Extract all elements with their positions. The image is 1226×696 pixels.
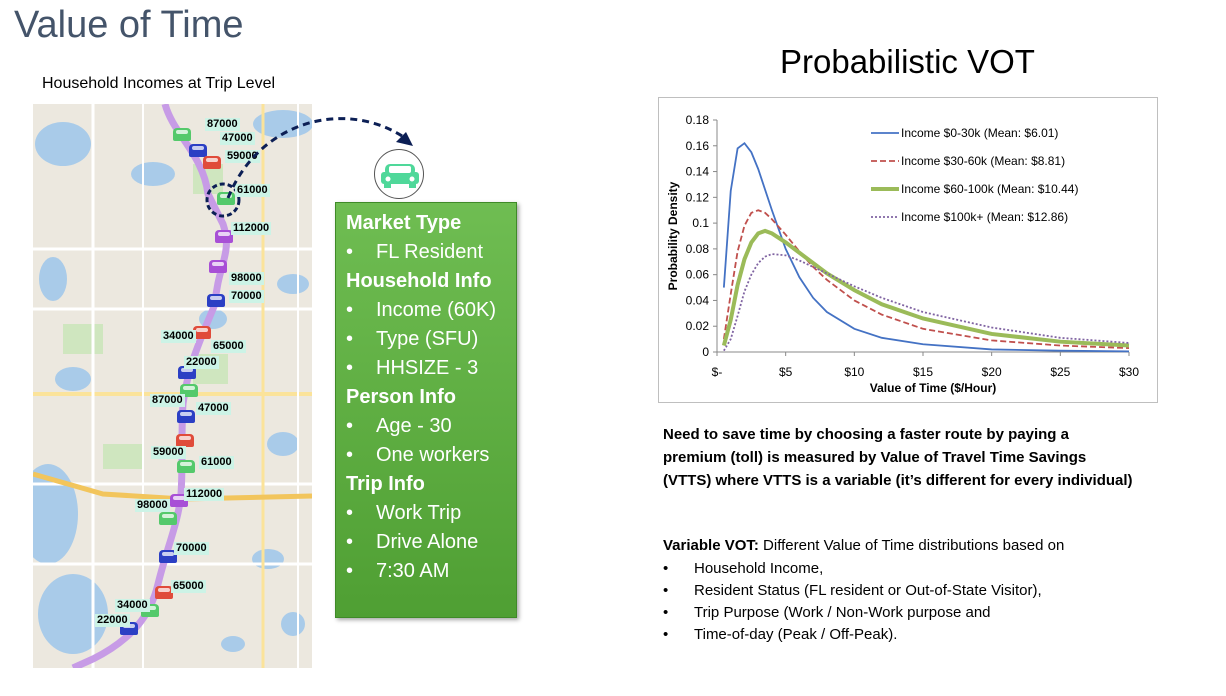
income-label: 112000	[231, 222, 272, 235]
income-label: 59000	[225, 150, 260, 163]
x-tick-label: $5	[779, 365, 793, 379]
income-label: 47000	[220, 132, 255, 145]
car-marker	[209, 260, 227, 273]
variable-vot-heading: Variable VOT: Different Value of Time di…	[663, 535, 1064, 557]
income-label: 98000	[229, 272, 264, 285]
income-label: 47000	[196, 402, 231, 415]
car-marker	[215, 230, 233, 243]
car-marker	[155, 586, 173, 599]
variable-vot-item: Household Income,	[663, 558, 1042, 580]
info-item: Age - 30	[346, 412, 516, 441]
info-section-header: Market Type	[346, 212, 462, 234]
x-tick-label: $15	[913, 365, 933, 379]
description-text: Need to save time by choosing a faster r…	[663, 426, 1133, 489]
chart-frame: 0 0.02 0.04 0.06 0.08 0.1 0.12 0.14 0.16 0.18 $- $5…	[658, 97, 1158, 403]
variable-vot-list: Household Income,Resident Status (FL res…	[663, 558, 1042, 646]
car-marker	[177, 410, 195, 423]
y-tick-label: 0.1	[692, 216, 709, 230]
info-item: Drive Alone	[346, 528, 516, 557]
trip-info-box: Market Type FL Resident Household Info Inco…	[335, 202, 517, 618]
car-marker	[178, 366, 196, 379]
y-axis-label: Probability Density	[666, 181, 680, 290]
car-marker	[207, 294, 225, 307]
legend-label: Income $100k+ (Mean: $12.86)	[901, 210, 1068, 224]
info-section-header: Household Info	[346, 270, 492, 292]
y-tick-label: 0.16	[686, 139, 710, 153]
route-map: 87000 47000 59000 61000 112000 98000 70000 3400…	[33, 104, 312, 668]
car-icon	[374, 149, 424, 199]
income-label: 98000	[135, 499, 170, 512]
vot-chart: 0 0.02 0.04 0.06 0.08 0.1 0.12 0.14 0.16 0.18 $- $5…	[666, 113, 1139, 395]
series-line	[722, 141, 1130, 353]
y-tick-label: 0.02	[686, 319, 710, 333]
car-marker	[176, 434, 194, 447]
income-label: 65000	[171, 580, 206, 593]
income-label: 65000	[211, 340, 246, 353]
x-axis-label: Value of Time ($/Hour)	[870, 381, 996, 395]
info-item: FL Resident	[346, 238, 516, 267]
y-tick-label: 0	[702, 345, 709, 359]
car-marker	[193, 326, 211, 339]
car-marker	[189, 144, 207, 157]
x-tick-label: $30	[1119, 365, 1139, 379]
variable-vot-item: Time-of-day (Peak / Off-Peak).	[663, 624, 1042, 646]
map-background	[33, 104, 312, 668]
map-caption: Household Incomes at Trip Level	[42, 75, 276, 92]
income-label: 87000	[205, 118, 240, 131]
car-marker	[177, 460, 195, 473]
y-tick-label: 0.18	[686, 113, 710, 127]
y-tick-label: 0.14	[686, 165, 710, 179]
x-tick-label: $-	[712, 365, 723, 379]
info-section-header: Person Info	[346, 386, 457, 408]
y-tick-label: 0.12	[686, 190, 710, 204]
income-label: 61000	[199, 456, 234, 469]
income-label: 87000	[150, 394, 185, 407]
income-label: 34000	[161, 330, 196, 343]
car-marker	[170, 494, 188, 507]
car-marker	[180, 384, 198, 397]
variable-vot-text: Different Value of Time distributions ba…	[758, 537, 1065, 554]
slide-title: Value of Time	[14, 4, 244, 46]
income-label: 59000	[151, 446, 186, 459]
income-label: 112000	[184, 488, 225, 501]
info-item: One workers	[346, 441, 516, 470]
series-line	[723, 253, 1130, 352]
income-label: 34000	[115, 599, 150, 612]
income-label: 61000	[235, 184, 270, 197]
legend-label: Income $60-100k (Mean: $10.44)	[901, 182, 1078, 196]
x-tick-label: $10	[844, 365, 864, 379]
y-tick-label: 0.08	[686, 242, 710, 256]
info-item: 7:30 AM	[346, 557, 516, 586]
info-item: Income (60K)	[346, 296, 516, 325]
legend-label: Income $30-60k (Mean: $8.81)	[901, 154, 1065, 168]
arrow-connector	[226, 117, 413, 199]
info-item: Type (SFU)	[346, 325, 516, 354]
car-marker	[159, 550, 177, 563]
x-tick-label: $20	[982, 365, 1002, 379]
info-section-header: Trip Info	[346, 473, 425, 495]
series-line	[722, 209, 1130, 350]
info-item: Work Trip	[346, 499, 516, 528]
variable-vot-item: Resident Status (FL resident or Out-of-S…	[663, 580, 1042, 602]
income-label: 22000	[184, 356, 219, 369]
chart-title: Probabilistic VOT	[780, 43, 1035, 80]
income-label: 22000	[95, 614, 130, 627]
info-item: HHSIZE - 3	[346, 354, 516, 383]
income-label: 70000	[174, 542, 209, 555]
x-tick-label: $25	[1050, 365, 1070, 379]
income-label: 70000	[229, 290, 264, 303]
y-tick-label: 0.06	[686, 268, 710, 282]
y-tick-label: 0.04	[686, 293, 710, 307]
variable-vot-item: Trip Purpose (Work / Non-Work purpose an…	[663, 602, 1042, 624]
car-marker	[203, 156, 221, 169]
car-marker	[173, 128, 191, 141]
variable-vot-label: Variable VOT:	[663, 537, 759, 554]
series-line	[721, 228, 1130, 348]
legend-label: Income $0-30k (Mean: $6.01)	[901, 126, 1058, 140]
car-marker	[159, 512, 177, 525]
